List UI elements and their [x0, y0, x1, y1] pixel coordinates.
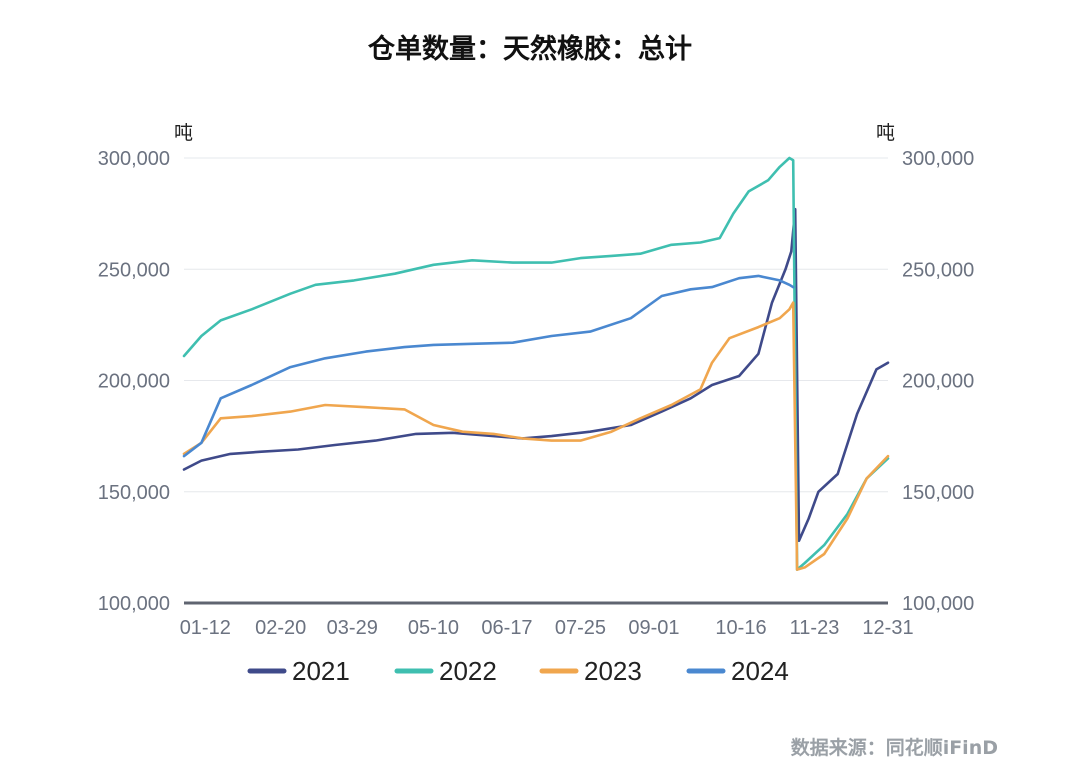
y-tick-label-right: 150,000: [902, 482, 974, 504]
y-tick-label-right: 300,000: [902, 148, 974, 170]
y-axis-left-ticks: 100,000 150,000 200,000 250,000 300,000: [98, 148, 170, 615]
legend-label-2023: 2023: [584, 656, 642, 686]
y-tick-label-left: 200,000: [98, 371, 170, 393]
series-line-2021: [182, 207, 890, 543]
y-tick-label-left: 300,000: [98, 148, 170, 170]
x-tick-label: 03-29: [327, 617, 378, 639]
y-tick-label-left: 100,000: [98, 593, 170, 615]
series-line-2023: [182, 301, 890, 571]
chart-title: 仓单数量：天然橡胶：总计: [367, 33, 692, 65]
x-tick-label: 07-25: [555, 617, 606, 639]
y-tick-label-left: 150,000: [98, 482, 170, 504]
y-tick-label-right: 200,000: [902, 371, 974, 393]
right-unit-label: 吨: [876, 122, 895, 144]
legend-label-2022: 2022: [439, 656, 497, 686]
y-axis-right-ticks: 100,000 150,000 200,000 250,000 300,000: [902, 148, 974, 615]
series-line-2022: [182, 156, 890, 571]
x-tick-label: 05-10: [408, 617, 459, 639]
x-tick-label: 09-01: [628, 617, 679, 639]
x-tick-label: 01-12: [180, 617, 231, 639]
y-tick-label-left: 250,000: [98, 259, 170, 281]
source-label: 数据来源：同花顺iFinD: [791, 736, 998, 759]
x-tick-label: 11-23: [790, 617, 840, 639]
y-tick-label-right: 100,000: [902, 593, 974, 615]
series-line-2024: [182, 274, 795, 458]
legend: 2021 2022 2023 2024: [247, 656, 789, 686]
x-axis-ticks: 01-12 02-20 03-29 05-10 06-17 07-25 09-01 10-16…: [180, 617, 914, 639]
legend-label-2021: 2021: [292, 656, 350, 686]
y-tick-label-right: 250,000: [902, 259, 974, 281]
left-unit-label: 吨: [174, 122, 193, 144]
x-tick-label: 06-17: [481, 617, 532, 639]
x-tick-label: 02-20: [255, 617, 306, 639]
series-lines: [182, 156, 890, 571]
x-tick-label: 12-31: [862, 617, 913, 639]
x-tick-label: 10-16: [715, 617, 766, 639]
gridlines: [184, 157, 888, 605]
legend-label-2024: 2024: [731, 656, 789, 686]
